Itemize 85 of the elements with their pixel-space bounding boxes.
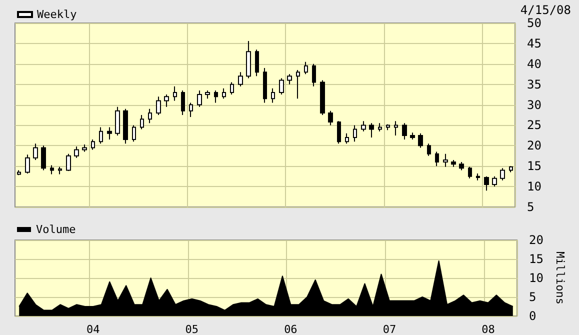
candlestick (164, 94, 169, 108)
candlestick (509, 166, 513, 173)
x-tick-label: 05 (185, 323, 199, 335)
candlestick (304, 61, 308, 75)
candlestick (91, 139, 95, 150)
candlestick (361, 120, 366, 132)
candlestick (197, 90, 202, 108)
candlestick (74, 146, 79, 158)
candlestick (279, 78, 284, 96)
x-tick-label: 08 (482, 323, 495, 335)
candlestick (41, 145, 46, 171)
candlestick (263, 67, 267, 104)
candlestick (115, 106, 120, 136)
text: 4/15/08 (520, 3, 572, 17)
legend-label: Weekly (37, 8, 78, 21)
y-tick-label: 10 (527, 180, 542, 194)
candlestick (451, 159, 456, 168)
candlestick (33, 143, 38, 160)
candlestick (156, 96, 161, 116)
candlestick (328, 110, 333, 126)
candlestick (378, 122, 382, 132)
y-tick-label: 15 (529, 252, 544, 266)
y-tick-label: 0 (529, 309, 536, 323)
candlestick (484, 176, 489, 192)
candlestick (132, 124, 136, 142)
candlestick (312, 63, 316, 87)
candlestick (255, 49, 259, 77)
candlestick (50, 164, 54, 175)
candlestick (140, 114, 144, 130)
candlestick (271, 88, 275, 104)
y-tick-label: 5 (527, 200, 534, 214)
candlestick (25, 154, 30, 174)
candlestick (345, 132, 349, 144)
candlestick (123, 108, 128, 144)
legend-label: Volume (36, 223, 76, 236)
candlestick (386, 124, 390, 131)
candlestick (320, 80, 325, 116)
candlestick (173, 86, 177, 102)
candlestick (296, 70, 300, 100)
candlestick (427, 143, 431, 156)
candlestick (17, 170, 21, 176)
candlestick (459, 162, 464, 171)
y-tick-label: 50 (527, 16, 542, 30)
candlestick (58, 166, 62, 175)
y-tick-label: 5 (529, 290, 536, 304)
candlestick (435, 151, 439, 167)
candlestick (230, 82, 234, 96)
candlestick (353, 124, 357, 142)
candlestick (66, 153, 71, 172)
candlestick (214, 90, 218, 104)
y-tick-label: 15 (527, 159, 542, 174)
candlestick (418, 132, 423, 148)
candlestick (443, 153, 448, 168)
y-tick-label: 25 (527, 118, 542, 132)
candlestick (181, 90, 185, 116)
candlestick (476, 172, 480, 181)
y-tick-label: 35 (527, 77, 542, 92)
candlestick (148, 108, 152, 124)
y-tick-label: 45 (527, 36, 542, 50)
candlestick (99, 126, 103, 144)
candlestick (402, 122, 407, 140)
candlestick (205, 90, 210, 100)
candlestick (410, 132, 415, 140)
x-tick-label: 06 (284, 323, 298, 335)
x-tick-label: 07 (382, 323, 396, 335)
y-tick-label: 30 (527, 98, 542, 112)
candlestick (287, 74, 292, 85)
y-tick-label: 20 (527, 138, 542, 153)
candlestick (82, 144, 87, 152)
candlestick (107, 126, 112, 140)
candlestick (238, 72, 243, 87)
candlestick (394, 120, 398, 136)
candlestick (189, 102, 193, 118)
y-tick-label: 10 (529, 271, 544, 285)
candlestick (369, 122, 374, 138)
y-tick-label: 40 (527, 56, 542, 71)
candlestick (500, 168, 505, 181)
y-tick-label: 20 (529, 233, 544, 247)
candlestick (222, 88, 226, 100)
candlestick (468, 166, 472, 179)
candlestick (246, 40, 251, 79)
candlestick (492, 176, 497, 188)
x-tick-label: 04 (86, 323, 100, 335)
candlestick (337, 120, 341, 144)
y-axis-title: Millions (553, 252, 566, 304)
